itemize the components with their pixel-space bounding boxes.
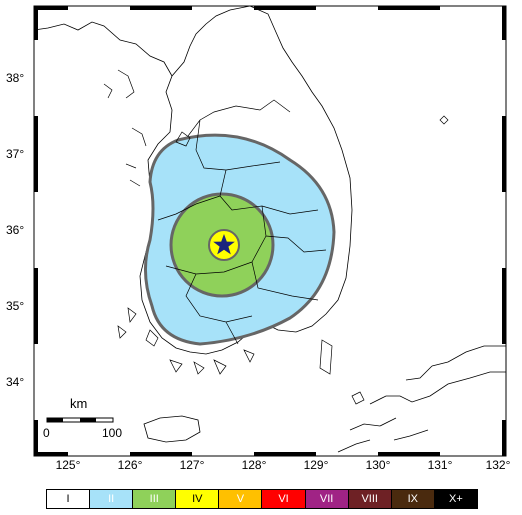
legend-cell-xplus: X+ xyxy=(434,490,477,508)
coastline-west-islands xyxy=(103,69,147,187)
legend-cell-ix: IX xyxy=(391,490,435,508)
legend-cell-viii: VIII xyxy=(348,490,392,508)
lon-label: 130° xyxy=(365,458,391,472)
lon-label: 129° xyxy=(303,458,329,472)
japan-islands xyxy=(351,115,449,405)
lat-label: 36° xyxy=(6,223,25,237)
legend-cell-vii: VII xyxy=(305,490,349,508)
lon-label: 125° xyxy=(55,458,81,472)
lon-label: 131° xyxy=(427,458,453,472)
lat-label: 38° xyxy=(6,71,25,85)
legend-cell-ii: II xyxy=(90,490,134,508)
scale-end: 100 xyxy=(102,426,123,440)
legend-cell-vi: VI xyxy=(262,490,306,508)
lon-label: 132° xyxy=(485,458,511,472)
star-icon xyxy=(213,234,235,255)
lon-label: 127° xyxy=(179,458,205,472)
scale-start: 0 xyxy=(43,426,50,440)
legend-cell-i: I xyxy=(47,490,91,508)
seoul-area xyxy=(175,131,191,147)
intensity-legend: I II III IV V VI VII VIII IX X+ xyxy=(46,489,478,509)
scale-bar xyxy=(46,417,114,423)
coastline-north xyxy=(33,21,173,77)
frame-ticks xyxy=(34,6,506,456)
lat-label: 37° xyxy=(6,147,25,161)
lat-label: 35° xyxy=(6,299,25,313)
southern-islands xyxy=(117,307,333,375)
legend-cell-iv: IV xyxy=(176,490,220,508)
lon-label: 126° xyxy=(117,458,143,472)
jeju-island xyxy=(143,415,201,443)
legend-cell-v: V xyxy=(219,490,263,508)
province-boundaries xyxy=(157,99,327,345)
scale-unit: km xyxy=(70,396,88,411)
coastline-japan xyxy=(337,345,506,453)
lon-label: 128° xyxy=(241,458,267,472)
legend-cell-iii: III xyxy=(133,490,177,508)
lat-label: 34° xyxy=(6,375,25,389)
